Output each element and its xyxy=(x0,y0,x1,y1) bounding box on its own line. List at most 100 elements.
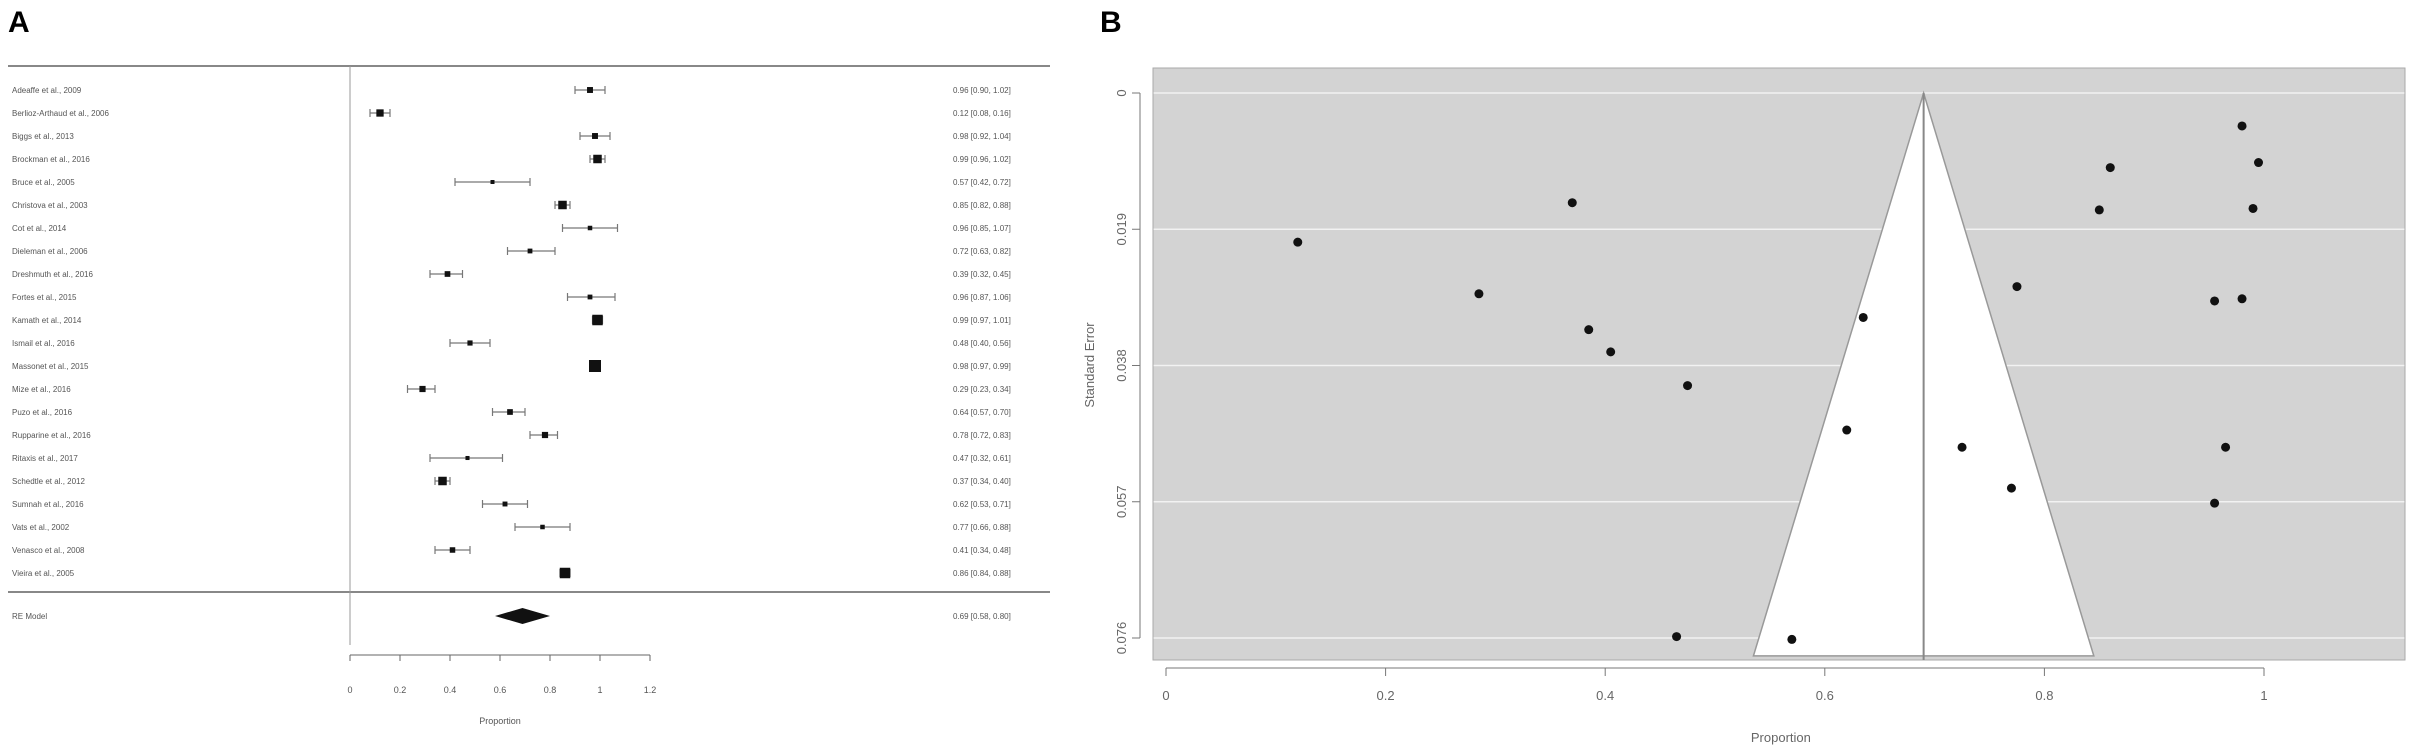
study-point xyxy=(490,180,495,184)
study-point xyxy=(587,225,593,231)
funnel-point xyxy=(2237,294,2247,304)
study-label: Ritaxis et al., 2017 xyxy=(12,454,78,463)
funnel-x-tick-label: 0.4 xyxy=(1596,688,1614,703)
funnel-y-axis-title: Standard Error xyxy=(1082,322,1097,408)
funnel-point xyxy=(1957,442,1967,452)
forest-tick-label: 0.4 xyxy=(444,685,457,695)
study-point xyxy=(587,294,593,300)
study-estimate-label: 0.47 [0.32, 0.61] xyxy=(953,454,1011,463)
study-estimate-label: 0.96 [0.85, 1.07] xyxy=(953,224,1011,233)
study-point xyxy=(502,501,508,507)
funnel-study-points xyxy=(1293,121,2264,644)
funnel-x-tick-label: 0 xyxy=(1162,688,1169,703)
funnel-point xyxy=(2254,158,2264,168)
funnel-point xyxy=(2006,483,2016,493)
study-label: Vats et al., 2002 xyxy=(12,523,70,532)
funnel-point xyxy=(2105,163,2115,173)
forest-summary-row: RE Model 0.69 [0.58, 0.80] xyxy=(12,608,1011,624)
study-point xyxy=(449,547,456,553)
study-estimate-label: 0.29 [0.23, 0.34] xyxy=(953,385,1011,394)
study-label: Vieira et al., 2005 xyxy=(12,569,75,578)
funnel-x-axis-title: Proportion xyxy=(1751,730,1811,745)
funnel-x-tick-label: 1 xyxy=(2260,688,2267,703)
study-point xyxy=(465,455,470,461)
funnel-point xyxy=(1858,312,1868,322)
study-label: Sumnah et al., 2016 xyxy=(12,500,84,509)
study-point xyxy=(527,248,533,254)
funnel-point xyxy=(1606,347,1616,357)
funnel-point xyxy=(1683,381,1693,391)
study-estimate-label: 0.86 [0.84, 0.88] xyxy=(953,569,1011,578)
study-label: Bruce et al., 2005 xyxy=(12,178,75,187)
study-label: Venasco et al., 2008 xyxy=(12,546,85,555)
funnel-point xyxy=(2094,205,2104,215)
study-label: Dreshmuth et al., 2016 xyxy=(12,270,93,279)
study-estimate-label: 0.98 [0.92, 1.04] xyxy=(953,132,1011,141)
study-estimate-label: 0.57 [0.42, 0.72] xyxy=(953,178,1011,187)
study-label: Biggs et al., 2013 xyxy=(12,132,74,141)
summary-diamond xyxy=(495,608,550,624)
funnel-y-tick-label: 0.019 xyxy=(1114,213,1129,246)
study-estimate-label: 0.12 [0.08, 0.16] xyxy=(953,109,1011,118)
study-estimate-label: 0.41 [0.34, 0.48] xyxy=(953,546,1011,555)
study-point xyxy=(593,154,602,164)
funnel-point xyxy=(1567,198,1577,208)
study-label: Ismail et al., 2016 xyxy=(12,339,75,348)
study-point xyxy=(592,314,603,326)
study-point xyxy=(541,431,549,439)
forest-tick-label: 0.2 xyxy=(394,685,407,695)
study-estimate-label: 0.99 [0.97, 1.01] xyxy=(953,316,1011,325)
forest-tick-label: 1.2 xyxy=(644,685,657,695)
study-estimate-label: 0.62 [0.53, 0.71] xyxy=(953,500,1011,509)
forest-tick-label: 0.8 xyxy=(544,685,557,695)
study-label: Cot et al., 2014 xyxy=(12,224,67,233)
study-point xyxy=(558,200,567,210)
study-estimate-label: 0.96 [0.90, 1.02] xyxy=(953,86,1011,95)
study-label: Rupparine et al., 2016 xyxy=(12,431,91,440)
study-estimate-label: 0.96 [0.87, 1.06] xyxy=(953,293,1011,302)
study-estimate-label: 0.39 [0.32, 0.45] xyxy=(953,270,1011,279)
study-point xyxy=(587,87,593,93)
study-estimate-label: 0.99 [0.96, 1.02] xyxy=(953,155,1011,164)
funnel-point xyxy=(2221,442,2231,452)
funnel-y-tick-label: 0.038 xyxy=(1114,349,1129,382)
funnel-plot-border xyxy=(1152,67,2406,661)
study-point xyxy=(559,567,571,579)
forest-tick-label: 0 xyxy=(347,685,352,695)
study-point xyxy=(592,133,598,139)
study-label: Puzo et al., 2016 xyxy=(12,408,73,417)
study-label: Fortes et al., 2015 xyxy=(12,293,77,302)
funnel-point xyxy=(1842,425,1852,435)
funnel-y-tick-label: 0 xyxy=(1114,89,1129,96)
study-estimate-label: 0.85 [0.82, 0.88] xyxy=(953,201,1011,210)
study-label: Christova et al., 2003 xyxy=(12,201,88,210)
summary-label: RE Model xyxy=(12,612,47,621)
study-label: Mize et al., 2016 xyxy=(12,385,71,394)
funnel-x-axis: 0 0.2 0.4 0.6 0.8 1 xyxy=(1162,667,2268,703)
study-estimate-label: 0.98 [0.97, 0.99] xyxy=(953,362,1011,371)
funnel-y-tick-label: 0.057 xyxy=(1114,485,1129,518)
funnel-point xyxy=(2012,282,2022,292)
funnel-point xyxy=(2210,296,2220,306)
study-estimate-label: 0.72 [0.63, 0.82] xyxy=(953,247,1011,256)
funnel-y-axis: 0 0.019 0.038 0.057 0.076 xyxy=(1114,89,1141,655)
funnel-point xyxy=(2248,203,2258,213)
funnel-x-tick-label: 0.6 xyxy=(1816,688,1834,703)
study-point xyxy=(467,340,473,346)
forest-tick-label: 0.6 xyxy=(494,685,507,695)
funnel-point xyxy=(1293,237,1303,247)
study-point xyxy=(376,109,384,117)
forest-plot-panel: A Adeaffe et al., 2009 0.96 [0.90, 1.02] B… xyxy=(8,6,1050,726)
study-label: Kamath et al., 2014 xyxy=(12,316,82,325)
study-estimate-label: 0.64 [0.57, 0.70] xyxy=(953,408,1011,417)
study-point xyxy=(419,385,426,393)
funnel-x-tick-label: 0.8 xyxy=(2035,688,2053,703)
study-label: Adeaffe et al., 2009 xyxy=(12,86,82,95)
study-estimate-label: 0.37 [0.34, 0.40] xyxy=(953,477,1011,486)
forest-plot-frame xyxy=(8,65,1050,645)
study-point xyxy=(444,271,451,277)
panel-b-letter: B xyxy=(1100,6,1122,39)
funnel-plot-panel: B 0 0.2 0.4 0.6 0.8 1 0 0.019 0.038 0.057 0.076 P… xyxy=(1082,6,2406,745)
study-estimate-label: 0.77 [0.66, 0.88] xyxy=(953,523,1011,532)
funnel-y-tick-label: 0.076 xyxy=(1114,622,1129,655)
